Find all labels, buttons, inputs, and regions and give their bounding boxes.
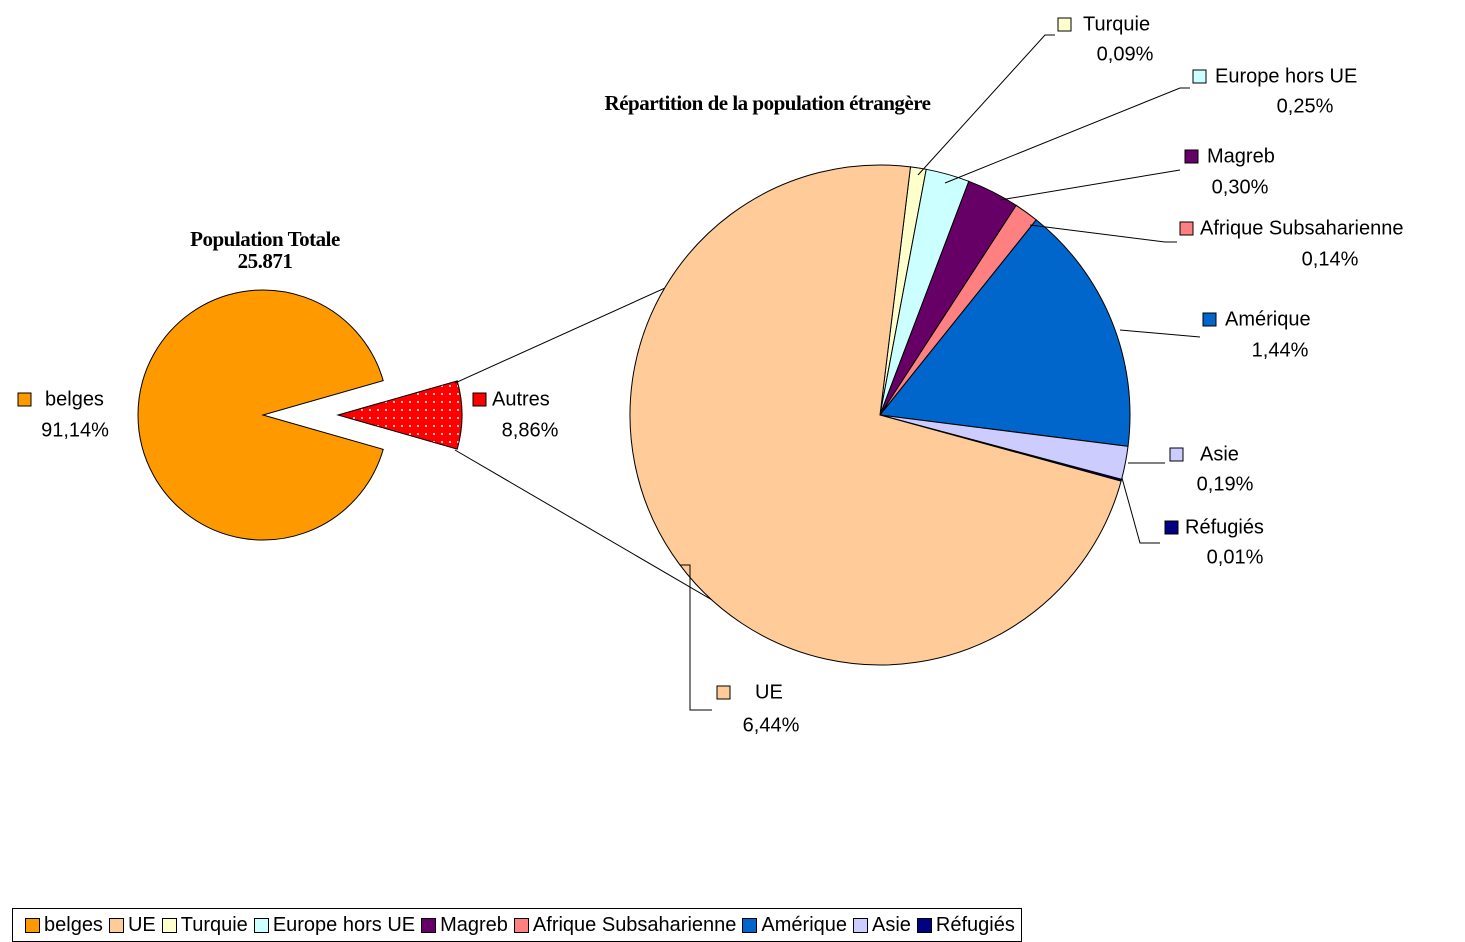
legend-label: Turquie [180, 913, 248, 936]
legend-swatch [1179, 221, 1194, 236]
data-label: 1,44% [1252, 339, 1309, 361]
legend-swatch [17, 392, 32, 407]
data-label: 91,14% [41, 419, 109, 441]
data-label: UE [755, 681, 783, 703]
leader-line [944, 87, 1190, 184]
chart-title: Population Totale [190, 227, 340, 251]
legend-swatch [1169, 447, 1184, 462]
legend-label: Magreb [440, 913, 508, 936]
legend-swatch [1057, 17, 1072, 32]
data-label: 6,44% [743, 714, 800, 736]
legend-swatch [25, 917, 40, 933]
legend-swatch [108, 917, 124, 933]
data-label: 0,01% [1207, 546, 1264, 568]
leader-line [917, 34, 1055, 176]
legend-swatch [1164, 520, 1179, 535]
legend-label: Afrique Subsaharienne [532, 913, 737, 936]
data-label: Turquie [1083, 13, 1150, 35]
legend-swatch [1184, 149, 1199, 164]
legend-label: belges [44, 913, 103, 936]
data-label: 0,14% [1302, 248, 1359, 270]
pie-slice [137, 289, 384, 541]
data-label: Europe hors UE [1215, 65, 1357, 87]
data-label: Amérique [1225, 308, 1311, 330]
legend-swatch [421, 917, 437, 933]
data-label: Afrique Subsaharienne [1200, 217, 1403, 239]
legend-swatch [853, 917, 869, 933]
leader-line [1121, 477, 1160, 544]
chart-subtitle: 25.871 [237, 249, 293, 273]
leader-line [1029, 224, 1177, 243]
pie-slice [629, 164, 1122, 666]
leader-line [999, 169, 1181, 201]
chart: belges 91,14% Autres 8,86% UE 6,44% Turquie 0,0… [17, 13, 1403, 736]
legend-swatch [472, 392, 487, 407]
legend-swatch [161, 917, 177, 933]
legend-swatch [916, 917, 932, 933]
data-label: 0,09% [1097, 43, 1154, 65]
data-label: belges [45, 388, 104, 410]
data-label: Magreb [1207, 145, 1275, 167]
pie-slice [336, 380, 463, 450]
pie-title-block: Population Totale 25.871 [120, 228, 410, 272]
data-label: Asie [1200, 443, 1239, 465]
pie-slice [879, 219, 1131, 447]
legend-label: UE [127, 913, 156, 936]
legend: belges UE Turquie Europe hors UE Magreb Afriq… [12, 908, 1022, 942]
connector [454, 449, 756, 626]
chart-title: Répartition de la population étrangère [604, 91, 931, 115]
legend-label: Réfugiés [935, 913, 1015, 936]
legend-swatch [716, 685, 731, 700]
legend-label: Europe hors UE [272, 913, 416, 936]
leader-line [1119, 329, 1201, 338]
data-label: 8,86% [502, 419, 559, 441]
leader-line [680, 564, 712, 711]
data-label: Autres [492, 388, 550, 410]
data-label: 0,25% [1277, 95, 1334, 117]
legend-label: Asie [872, 913, 911, 936]
legend-swatch [253, 917, 269, 933]
data-label: Réfugiés [1185, 516, 1264, 538]
data-label: 0,19% [1197, 473, 1254, 495]
data-label: 0,30% [1212, 176, 1269, 198]
legend-label: Amérique [761, 913, 848, 936]
legend-swatch [1202, 312, 1217, 327]
legend-swatch [513, 917, 529, 933]
legend-swatch [742, 917, 758, 933]
legend-swatch [1192, 69, 1207, 84]
